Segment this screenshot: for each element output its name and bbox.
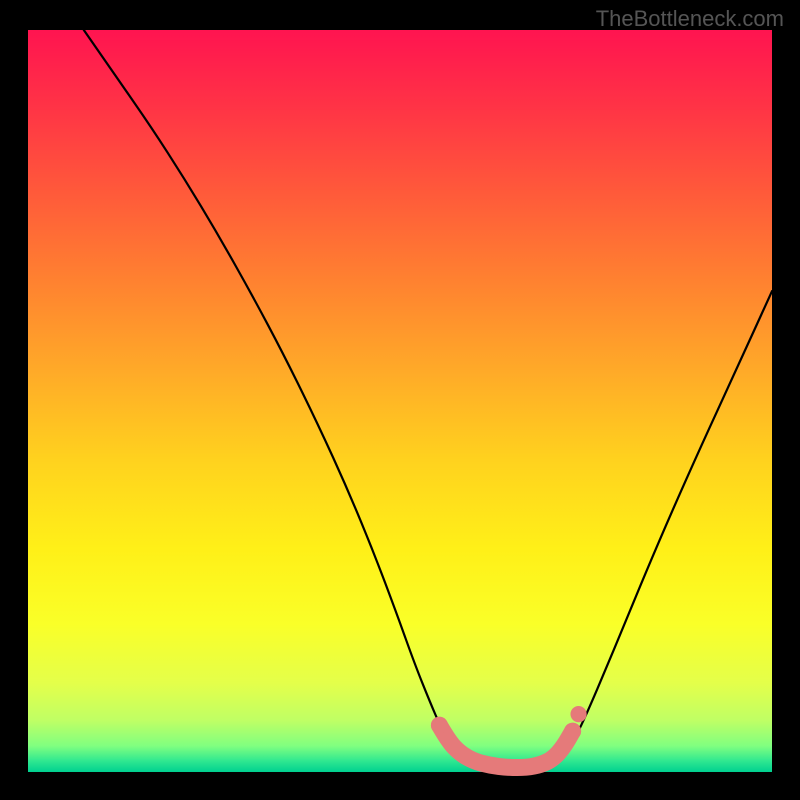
valley-dot (564, 723, 581, 740)
site-watermark: TheBottleneck.com (596, 6, 784, 32)
valley-dot (431, 717, 448, 734)
curve-right-branch (534, 291, 772, 771)
curve-left-branch (84, 30, 534, 771)
valley-dot (570, 706, 586, 722)
valley-highlight (439, 725, 572, 767)
curve-layer (0, 0, 800, 800)
bottleneck-chart: TheBottleneck.com (0, 0, 800, 800)
